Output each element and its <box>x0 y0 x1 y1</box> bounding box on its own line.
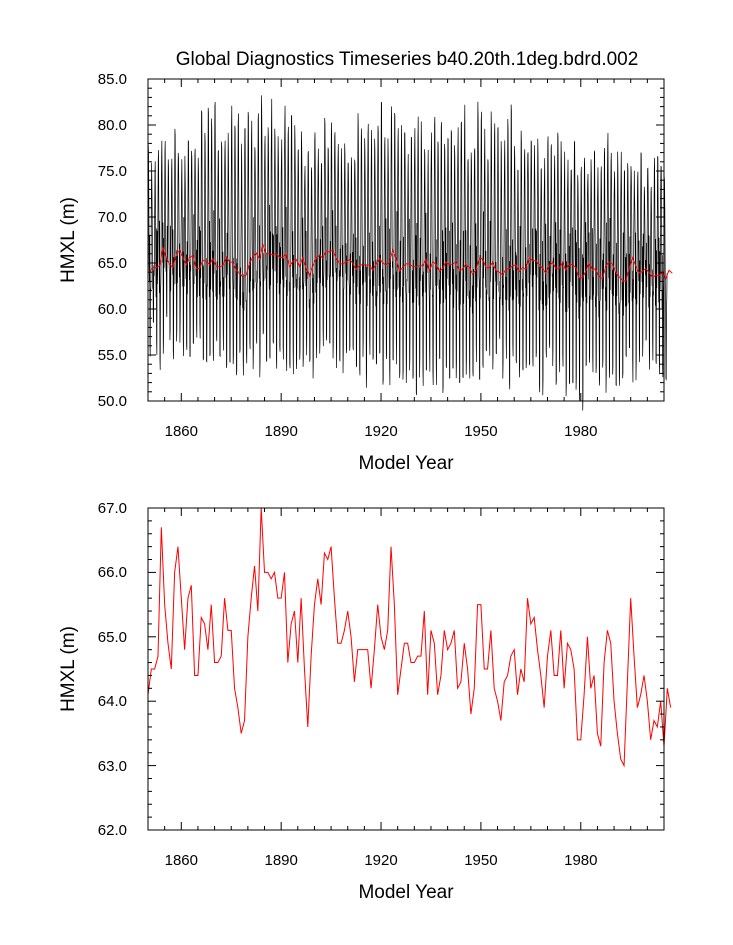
tick-marks <box>148 507 665 831</box>
y-tick-label: 55.0 <box>98 347 127 364</box>
x-tick-label: 1890 <box>265 423 298 440</box>
x-tick-label: 1860 <box>165 423 198 440</box>
x-tick-label: 1950 <box>464 852 497 869</box>
y-tick-label: 67.0 <box>98 500 127 517</box>
x-axis-title: Model Year <box>358 882 454 903</box>
y-axis-title: HMXL (m) <box>58 197 79 283</box>
y-tick-label: 65.0 <box>98 629 127 646</box>
chart-title: Global Diagnostics Timeseries b40.20th.1… <box>176 49 639 70</box>
plot-frame <box>147 507 665 831</box>
x-tick-label: 1920 <box>364 852 397 869</box>
tick-marks <box>148 78 665 402</box>
monthly-timeseries-panel: 50.0 55.0 60.0 65.0 70.0 75.0 80.0 85.0 … <box>58 71 673 474</box>
y-tick-label: 63.0 <box>98 758 127 775</box>
y-tick-label: 65.0 <box>98 255 127 272</box>
x-tick-labels: 1860 1890 1920 1950 1980 <box>165 852 598 869</box>
x-tick-label: 1920 <box>364 423 397 440</box>
y-tick-label: 80.0 <box>98 117 127 134</box>
y-tick-label: 75.0 <box>98 163 127 180</box>
y-axis-title: HMXL (m) <box>58 626 79 712</box>
x-tick-labels: 1860 1890 1920 1950 1980 <box>165 423 598 440</box>
annual-mean-line <box>149 242 673 283</box>
y-tick-labels: 62.0 63.0 64.0 65.0 66.0 67.0 <box>98 500 127 839</box>
y-tick-label: 66.0 <box>98 564 127 581</box>
y-tick-label: 62.0 <box>98 822 127 839</box>
y-tick-label: 70.0 <box>98 209 127 226</box>
x-axis-title: Model Year <box>358 453 454 474</box>
annual-timeseries-panel: 62.0 63.0 64.0 65.0 66.0 67.0 1860 1890 … <box>58 500 672 903</box>
x-tick-label: 1980 <box>564 423 597 440</box>
y-tick-label: 50.0 <box>98 393 127 410</box>
y-tick-labels: 50.0 55.0 60.0 65.0 70.0 75.0 80.0 85.0 <box>98 71 127 410</box>
x-tick-label: 1980 <box>564 852 597 869</box>
y-tick-label: 60.0 <box>98 301 127 318</box>
plot-frame <box>147 78 665 402</box>
y-tick-label: 64.0 <box>98 693 127 710</box>
y-tick-label: 85.0 <box>98 71 127 88</box>
x-tick-label: 1950 <box>464 423 497 440</box>
x-tick-label: 1890 <box>265 852 298 869</box>
monthly-series-line <box>147 95 668 411</box>
monthly-plot-area <box>147 95 673 411</box>
annual-series-line <box>147 507 672 768</box>
annual-plot-area <box>147 507 672 768</box>
x-tick-label: 1860 <box>165 852 198 869</box>
